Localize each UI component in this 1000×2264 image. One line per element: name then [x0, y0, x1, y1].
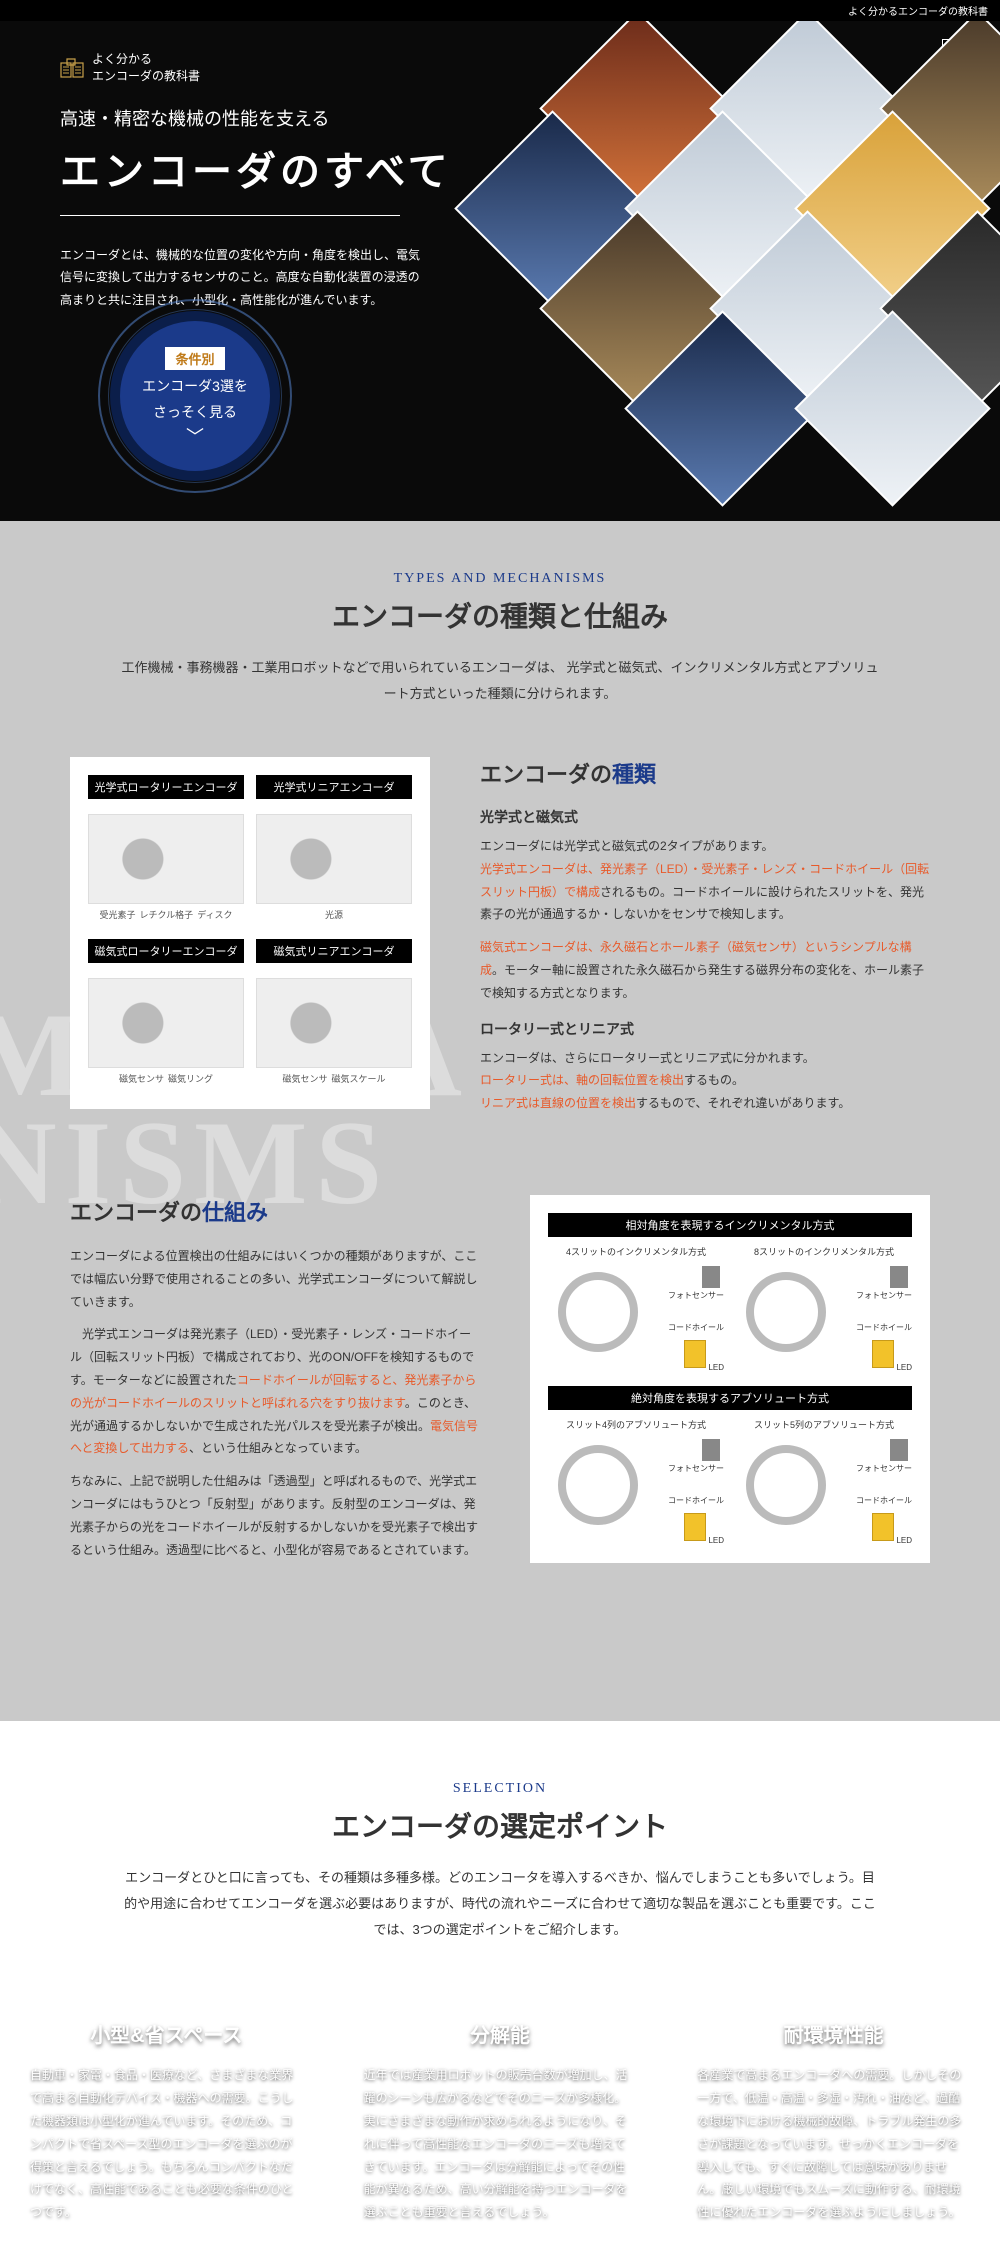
kinds-h4a: 光学式と磁気式: [480, 807, 930, 827]
cta-line2: さっそく見る: [153, 402, 237, 422]
hero-photo-tile: [627, 313, 818, 504]
diagram-head: 磁気式ロータリーエンコーダ: [88, 939, 244, 963]
mech-diagram-placeholder: フォトセンサー コードホイール LED: [548, 1435, 724, 1545]
diagram-card: 光学式ロータリーエンコーダ 受光素子 レチクル格子 ディスク光学式リニアエンコー…: [70, 757, 430, 1109]
mech-diagram-placeholder: フォトセンサー コードホイール LED: [548, 1262, 724, 1372]
book-icon: [60, 57, 84, 79]
diagram-image-placeholder: [256, 978, 412, 1068]
mech-pre: エンコーダの: [70, 1200, 202, 1225]
types-title: エンコーダの種類と仕組み: [0, 595, 1000, 635]
selection-item-body: 自動車・家電・食品・医療など、さまざまな業界で高まる自動化デバイス・機器への需要…: [30, 2064, 303, 2224]
diagram-head: 光学式ロータリーエンコーダ: [88, 775, 244, 799]
mech-subcell: 8スリットのインクリメンタル方式 フォトセンサー コードホイール LED: [736, 1245, 912, 1372]
cta-badge[interactable]: 条件別 エンコーダ3選を さっそく見る ﹀: [110, 311, 280, 481]
kinds-text: エンコーダの種類 光学式と磁気式 エンコーダには光学式と磁気式の2タイプがありま…: [480, 757, 930, 1125]
mech-subcell: スリット5列のアブソリュート方式 フォトセンサー コードホイール LED: [736, 1418, 912, 1545]
mech-sub-label: スリット5列のアブソリュート方式: [736, 1418, 912, 1431]
diagram-image-placeholder: [256, 814, 412, 904]
selection-title: エンコーダの選定ポイント: [0, 1805, 1000, 1845]
topbar: よく分かるエンコーダの教科書: [0, 0, 1000, 21]
types-section: MECHANISMS TYPES AND MECHANISMS エンコーダの種類…: [0, 521, 1000, 1721]
hero-photo-tile: [797, 313, 988, 504]
hero-main: エンコーダのすべて: [60, 139, 940, 216]
hero-section: よく分かる エンコーダの教科書 高速・精密な機械の性能を支える エンコーダのすべ…: [0, 21, 1000, 521]
cta-line1: エンコーダ3選を: [142, 376, 248, 396]
types-eyebrow: TYPES AND MECHANISMS: [0, 571, 1000, 587]
types-row-1: 光学式ロータリーエンコーダ 受光素子 レチクル格子 ディスク光学式リニアエンコー…: [70, 757, 930, 1125]
diagram-image-placeholder: [88, 814, 244, 904]
hamburger-menu-button[interactable]: [942, 39, 980, 77]
mech-head: 絶対角度を表現するアブソリュート方式: [548, 1386, 912, 1410]
mech-sub-label: 8スリットのインクリメンタル方式: [736, 1245, 912, 1258]
mech-diagram-placeholder: フォトセンサー コードホイール LED: [736, 1435, 912, 1545]
hero-sub: 高速・精密な機械の性能を支える: [60, 105, 940, 131]
diagram-head: 光学式リニアエンコーダ: [256, 775, 412, 799]
diagram-cell: 磁気式ロータリーエンコーダ 磁気センサ 磁気リング: [88, 939, 244, 1091]
diagram-head: 磁気式リニアエンコーダ: [256, 939, 412, 963]
types-lead: 工作機械・事務機器・工業用ロボットなどで用いられているエンコーダは、 光学式と磁…: [120, 655, 880, 707]
mech-sub-label: 4スリットのインクリメンタル方式: [548, 1245, 724, 1258]
hero-photo-grid: [450, 21, 1000, 521]
diagram-image-placeholder: [88, 978, 244, 1068]
chevron-down-icon: ﹀: [186, 428, 204, 446]
diagram-cell: 光学式リニアエンコーダ 光源: [256, 775, 412, 927]
selection-lead: エンコーダとひと口に言っても、その種類は多種多様。どのエンコータを導入するべきか…: [120, 1865, 880, 1943]
selection-item-body: 各産業で高まるエンコーダへの需要。しかしその一方で、低温・高温・多湿・汚れ・油な…: [697, 2064, 970, 2224]
kinds-pre: エンコーダの: [480, 762, 612, 787]
mech-accent: 仕組み: [202, 1200, 268, 1225]
topbar-text: よく分かるエンコーダの教科書: [848, 7, 988, 18]
hero-photo-tile: [882, 213, 1000, 404]
types-row-2: エンコーダの仕組み エンコーダによる位置検出の仕組みにはいくつかの種類があります…: [70, 1195, 930, 1571]
logo-line2: エンコーダの教科書: [92, 68, 200, 85]
kinds-accent: 種類: [612, 762, 656, 787]
selection-section: SELECTION エンコーダの選定ポイント エンコーダとひと口に言っても、その…: [0, 1721, 1000, 2264]
mech-head: 相対角度を表現するインクリメンタル方式: [548, 1213, 912, 1237]
kinds-h4b: ロータリー式とリニア式: [480, 1019, 930, 1039]
cta-tag: 条件別: [165, 347, 224, 370]
selection-item-body: 近年では産業用ロボットの販売台数が増加し、活躍のシーンも広がるなどでそのニーズが…: [364, 2064, 637, 2224]
hero-desc: エンコーダとは、機械的な位置の変化や方向・角度を検出し、電気信号に変換して出力す…: [60, 244, 420, 312]
diagram-cell: 光学式ロータリーエンコーダ 受光素子 レチクル格子 ディスク: [88, 775, 244, 927]
mech-diagram-placeholder: フォトセンサー コードホイール LED: [736, 1262, 912, 1372]
mech-text: エンコーダの仕組み エンコーダによる位置検出の仕組みにはいくつかの種類があります…: [70, 1195, 480, 1571]
selection-eyebrow: SELECTION: [0, 1781, 1000, 1797]
mech-subcell: スリット4列のアブソリュート方式 フォトセンサー コードホイール LED: [548, 1418, 724, 1545]
hero-photo-tile: [712, 213, 903, 404]
site-logo[interactable]: よく分かる エンコーダの教科書: [60, 51, 940, 85]
hero-photo-tile: [542, 213, 733, 404]
diagram-cell: 磁気式リニアエンコーダ 磁気センサ 磁気スケール: [256, 939, 412, 1091]
logo-line1: よく分かる: [92, 51, 200, 68]
mech-subcell: 4スリットのインクリメンタル方式 フォトセンサー コードホイール LED: [548, 1245, 724, 1372]
mechanism-card: 相対角度を表現するインクリメンタル方式 4スリットのインクリメンタル方式 フォト…: [530, 1195, 930, 1563]
mech-sub-label: スリット4列のアブソリュート方式: [548, 1418, 724, 1431]
